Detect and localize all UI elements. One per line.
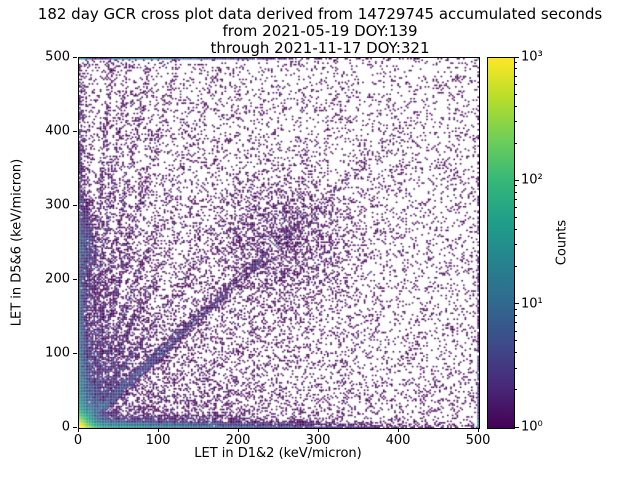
x-tick-label: 0 (73, 433, 83, 448)
y-tick-mark (73, 352, 77, 354)
colorbar-minor-tick-mark (515, 308, 517, 310)
y-axis-label: LET in D5&6 (keV/micron) (9, 158, 25, 327)
colorbar-minor-tick-mark (515, 198, 517, 200)
colorbar (487, 57, 515, 429)
colorbar-tick-mark (515, 426, 519, 428)
colorbar-label: Counts (554, 219, 570, 266)
colorbar-minor-tick-mark (515, 68, 517, 70)
colorbar-minor-tick-mark (515, 322, 517, 324)
colorbar-tick-label: 10¹ (521, 296, 543, 312)
colorbar-minor-tick-mark (515, 120, 517, 122)
colorbar-minor-tick-mark (515, 352, 517, 354)
x-tick-label: 500 (465, 433, 491, 448)
colorbar-minor-tick-mark (515, 142, 517, 144)
colorbar-tick-mark (515, 179, 519, 181)
y-tick-mark (73, 130, 77, 132)
colorbar-minor-tick-mark (515, 216, 517, 218)
colorbar-minor-tick-mark (515, 266, 517, 268)
x-tick-mark (317, 428, 319, 432)
colorbar-minor-tick-mark (515, 191, 517, 193)
colorbar-tick-label: 10³ (521, 49, 543, 65)
colorbar-minor-tick-mark (515, 62, 517, 64)
colorbar-minor-tick-mark (515, 185, 517, 187)
y-tick-label: 200 (45, 271, 70, 287)
y-tick-mark (73, 56, 77, 58)
colorbar-minor-tick-mark (515, 228, 517, 230)
x-tick-label: 300 (305, 433, 331, 448)
x-tick-label: 100 (145, 433, 171, 448)
colorbar-minor-tick-mark (515, 367, 517, 369)
x-tick-mark (157, 428, 159, 432)
x-tick-mark (477, 428, 479, 432)
x-tick-label: 400 (385, 433, 411, 448)
y-tick-label: 500 (45, 49, 70, 65)
plot-area (78, 57, 480, 429)
colorbar-minor-tick-mark (515, 389, 517, 391)
scatter-heatmap-canvas (79, 58, 479, 428)
x-tick-mark (237, 428, 239, 432)
colorbar-minor-tick-mark (515, 330, 517, 332)
x-tick-mark (397, 428, 399, 432)
colorbar-minor-tick-mark (515, 75, 517, 77)
y-tick-label: 0 (61, 419, 70, 435)
y-tick-label: 300 (45, 197, 70, 213)
y-tick-mark (73, 278, 77, 280)
colorbar-minor-tick-mark (515, 315, 517, 317)
y-tick-mark (73, 426, 77, 428)
y-tick-label: 400 (45, 123, 70, 139)
colorbar-minor-tick-mark (515, 83, 517, 85)
colorbar-tick-label: 10² (521, 172, 543, 188)
colorbar-minor-tick-mark (515, 244, 517, 246)
y-tick-label: 100 (45, 345, 70, 361)
colorbar-minor-tick-mark (515, 93, 517, 95)
chart-title-line3: through 2021-11-17 DOY:321 (210, 39, 430, 57)
chart-title-line1: 182 day GCR cross plot data derived from… (37, 5, 603, 23)
colorbar-tick-mark (515, 56, 519, 58)
colorbar-minor-tick-mark (515, 105, 517, 107)
chart-title: 182 day GCR cross plot data derived from… (0, 6, 640, 57)
colorbar-minor-tick-mark (515, 207, 517, 209)
x-axis-label: LET in D1&2 (keV/micron) (194, 446, 362, 461)
colorbar-tick-mark (515, 303, 519, 305)
colorbar-minor-tick-mark (515, 340, 517, 342)
x-tick-label: 200 (225, 433, 251, 448)
colorbar-tick-label: 10⁰ (521, 419, 543, 435)
x-tick-mark (77, 428, 79, 432)
y-tick-mark (73, 204, 77, 206)
chart-title-line2: from 2021-05-19 DOY:139 (222, 22, 418, 40)
